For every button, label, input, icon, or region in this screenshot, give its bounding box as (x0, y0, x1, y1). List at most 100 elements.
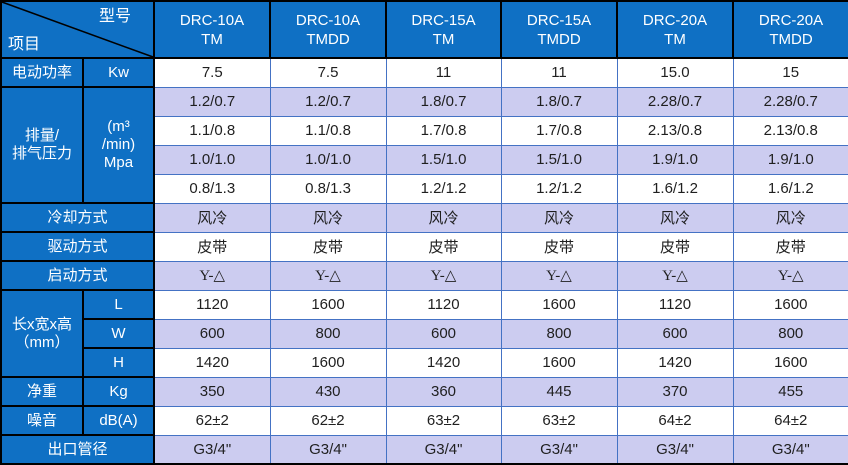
row-starting: 启动方式 Y-△ Y-△ Y-△ Y-△ Y-△ Y-△ (0, 260, 848, 291)
row-dimension-h: H 1420 1600 1420 1600 1420 1600 (1, 347, 848, 378)
cooling-value: 风冷 (616, 202, 734, 233)
model-header-drc15a-tmdd: DRC-15A TMDD (500, 0, 618, 59)
power-value: 7.5 (153, 57, 271, 88)
model-name: DRC-10A (179, 11, 245, 29)
height-value: 1420 (616, 347, 734, 378)
cooling-value: 风冷 (732, 202, 848, 233)
noise-value: 64±2 (616, 405, 734, 436)
weight-value: 445 (500, 376, 618, 407)
displacement-value: 1.0/1.0 (153, 144, 271, 175)
drive-value: 皮带 (269, 231, 387, 262)
displacement-value: 1.0/1.0 (269, 144, 387, 175)
unit-label-width: W (82, 318, 155, 349)
height-value: 1600 (500, 347, 618, 378)
header-row: 型号 项目 DRC-10A TM DRC-10A TMDD DRC-15A TM… (0, 0, 848, 59)
row-motor-power: 电动功率 Kw 7.5 7.5 11 11 15.0 15 (0, 57, 848, 88)
displacement-value: 1.5/1.0 (385, 144, 502, 175)
row-dimension-w: W 600 800 600 800 600 800 (1, 318, 848, 349)
outlet-value: G3/4" (732, 434, 848, 465)
starting-value: Y-△ (269, 260, 387, 291)
model-header-drc10a-tmdd: DRC-10A TMDD (269, 0, 387, 59)
row-label-starting: 启动方式 (0, 260, 155, 291)
row-label-drive: 驱动方式 (0, 231, 155, 262)
model-variant: TMDD (537, 30, 581, 48)
row-label-net-weight: 净重 (0, 376, 84, 407)
cooling-value: 风冷 (385, 202, 502, 233)
starting-value: Y-△ (153, 260, 271, 291)
displacement-value: 1.2/0.7 (153, 86, 271, 117)
width-value: 600 (616, 318, 734, 349)
noise-value: 62±2 (153, 405, 271, 436)
height-value: 1600 (269, 347, 387, 378)
outlet-value: G3/4" (153, 434, 271, 465)
width-value: 600 (385, 318, 502, 349)
length-value: 1600 (269, 289, 387, 320)
noise-value: 64±2 (732, 405, 848, 436)
width-value: 800 (269, 318, 387, 349)
model-name: DRC-15A (411, 11, 476, 29)
displacement-value: 0.8/1.3 (269, 173, 387, 204)
row-displacement-4: 0.8/1.3 0.8/1.3 1.2/1.2 1.2/1.2 1.6/1.2 … (1, 173, 848, 204)
model-variant: TM (664, 30, 686, 48)
length-value: 1600 (500, 289, 618, 320)
power-value: 7.5 (269, 57, 387, 88)
noise-value: 63±2 (385, 405, 502, 436)
dimensions-label-line2: （mm） (14, 333, 70, 351)
displacement-value: 1.9/1.0 (616, 144, 734, 175)
displacement-value: 1.7/0.8 (385, 115, 502, 146)
model-name: DRC-20A (758, 11, 824, 29)
displacement-value: 1.2/1.2 (500, 173, 618, 204)
displacement-value: 0.8/1.3 (153, 173, 271, 204)
height-value: 1420 (385, 347, 502, 378)
power-value: 11 (500, 57, 618, 88)
displacement-unit-line3: Mpa (103, 154, 134, 171)
displacement-unit-line1: (m³ (107, 118, 130, 135)
row-label-motor-power: 电动功率 (0, 57, 84, 88)
model-header-drc10a-tm: DRC-10A TM (153, 0, 271, 59)
displacement-value: 1.1/0.8 (153, 115, 271, 146)
dimensions-label-line1: 长x宽x高 (11, 315, 72, 333)
power-value: 11 (385, 57, 502, 88)
model-name: DRC-15A (526, 11, 592, 29)
unit-label-length: L (82, 289, 155, 320)
corner-cell: 型号 项目 (0, 0, 155, 59)
width-value: 800 (500, 318, 618, 349)
weight-value: 350 (153, 376, 271, 407)
displacement-value: 2.28/0.7 (616, 86, 734, 117)
row-outlet: 出口管径 G3/4" G3/4" G3/4" G3/4" G3/4" G3/4" (0, 434, 848, 465)
starting-value: Y-△ (732, 260, 848, 291)
outlet-value: G3/4" (385, 434, 502, 465)
outlet-value: G3/4" (500, 434, 618, 465)
displacement-value: 1.7/0.8 (500, 115, 618, 146)
weight-value: 360 (385, 376, 502, 407)
row-label-noise: 噪音 (0, 405, 84, 436)
displacement-value: 2.28/0.7 (732, 86, 848, 117)
row-displacement-1: 排量/ 排气压力 (m³ /min) Mpa 1.2/0.7 1.2/0.7 1… (0, 86, 848, 204)
model-variant: TM (432, 30, 455, 48)
row-label-dimensions: 长x宽x高 （mm） (0, 289, 84, 378)
unit-label-kw: Kw (82, 57, 155, 88)
row-net-weight: 净重 Kg 350 430 360 445 370 455 (0, 376, 848, 407)
row-label-outlet: 出口管径 (0, 434, 155, 465)
row-dimension-l: 长x宽x高 （mm） L 1120 1600 1120 1600 1120 16… (0, 289, 848, 378)
displacement-value: 1.2/1.2 (385, 173, 502, 204)
unit-label-height: H (82, 347, 155, 378)
displacement-value: 2.13/0.8 (732, 115, 848, 146)
row-noise: 噪音 dB(A) 62±2 62±2 63±2 63±2 64±2 64±2 (0, 405, 848, 436)
cooling-value: 风冷 (500, 202, 618, 233)
model-variant: TMDD (769, 30, 813, 48)
width-value: 800 (732, 318, 848, 349)
cooling-value: 风冷 (153, 202, 271, 233)
displacement-value: 1.1/0.8 (269, 115, 387, 146)
row-label-cooling: 冷却方式 (0, 202, 155, 233)
height-value: 1420 (153, 347, 271, 378)
displacement-value: 2.13/0.8 (616, 115, 734, 146)
displacement-unit-line2: /min) (101, 136, 136, 153)
length-value: 1120 (385, 289, 502, 320)
corner-label-item: 项目 (8, 35, 41, 53)
outlet-value: G3/4" (616, 434, 734, 465)
model-variant: TM (201, 30, 223, 48)
cooling-value: 风冷 (269, 202, 387, 233)
